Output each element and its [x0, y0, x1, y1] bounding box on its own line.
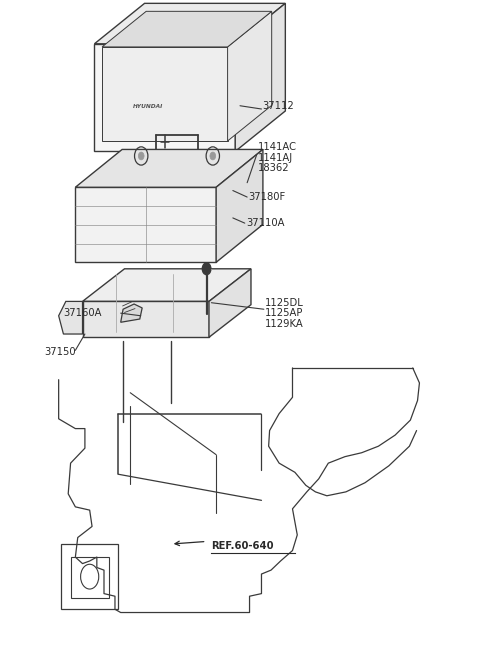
Polygon shape [102, 47, 228, 141]
Text: 37180F: 37180F [249, 192, 286, 202]
Polygon shape [216, 149, 263, 262]
Polygon shape [102, 11, 272, 47]
Circle shape [138, 152, 144, 160]
Polygon shape [242, 178, 259, 191]
Polygon shape [83, 301, 209, 337]
Text: 18362: 18362 [258, 163, 290, 174]
Text: 1129KA: 1129KA [265, 318, 304, 329]
Text: 1125DL: 1125DL [265, 298, 304, 308]
Text: 37160A: 37160A [63, 308, 102, 318]
Text: 1125AP: 1125AP [265, 308, 304, 318]
Text: 37110A: 37110A [246, 218, 285, 228]
Polygon shape [228, 11, 272, 141]
Polygon shape [95, 3, 285, 44]
Text: 37150: 37150 [44, 347, 76, 357]
Polygon shape [75, 187, 216, 262]
Polygon shape [120, 304, 142, 322]
Circle shape [210, 152, 216, 160]
Text: 1141AJ: 1141AJ [258, 153, 293, 163]
Polygon shape [75, 149, 263, 187]
Polygon shape [83, 269, 251, 301]
Text: 1141AC: 1141AC [258, 143, 297, 153]
Polygon shape [209, 269, 251, 337]
Polygon shape [59, 301, 83, 334]
Polygon shape [235, 3, 285, 151]
Text: REF.60-640: REF.60-640 [211, 541, 274, 551]
Text: 37112: 37112 [263, 101, 294, 111]
Polygon shape [95, 44, 235, 151]
Polygon shape [226, 185, 252, 202]
Circle shape [202, 263, 211, 274]
Text: HYUNDAI: HYUNDAI [133, 103, 163, 109]
